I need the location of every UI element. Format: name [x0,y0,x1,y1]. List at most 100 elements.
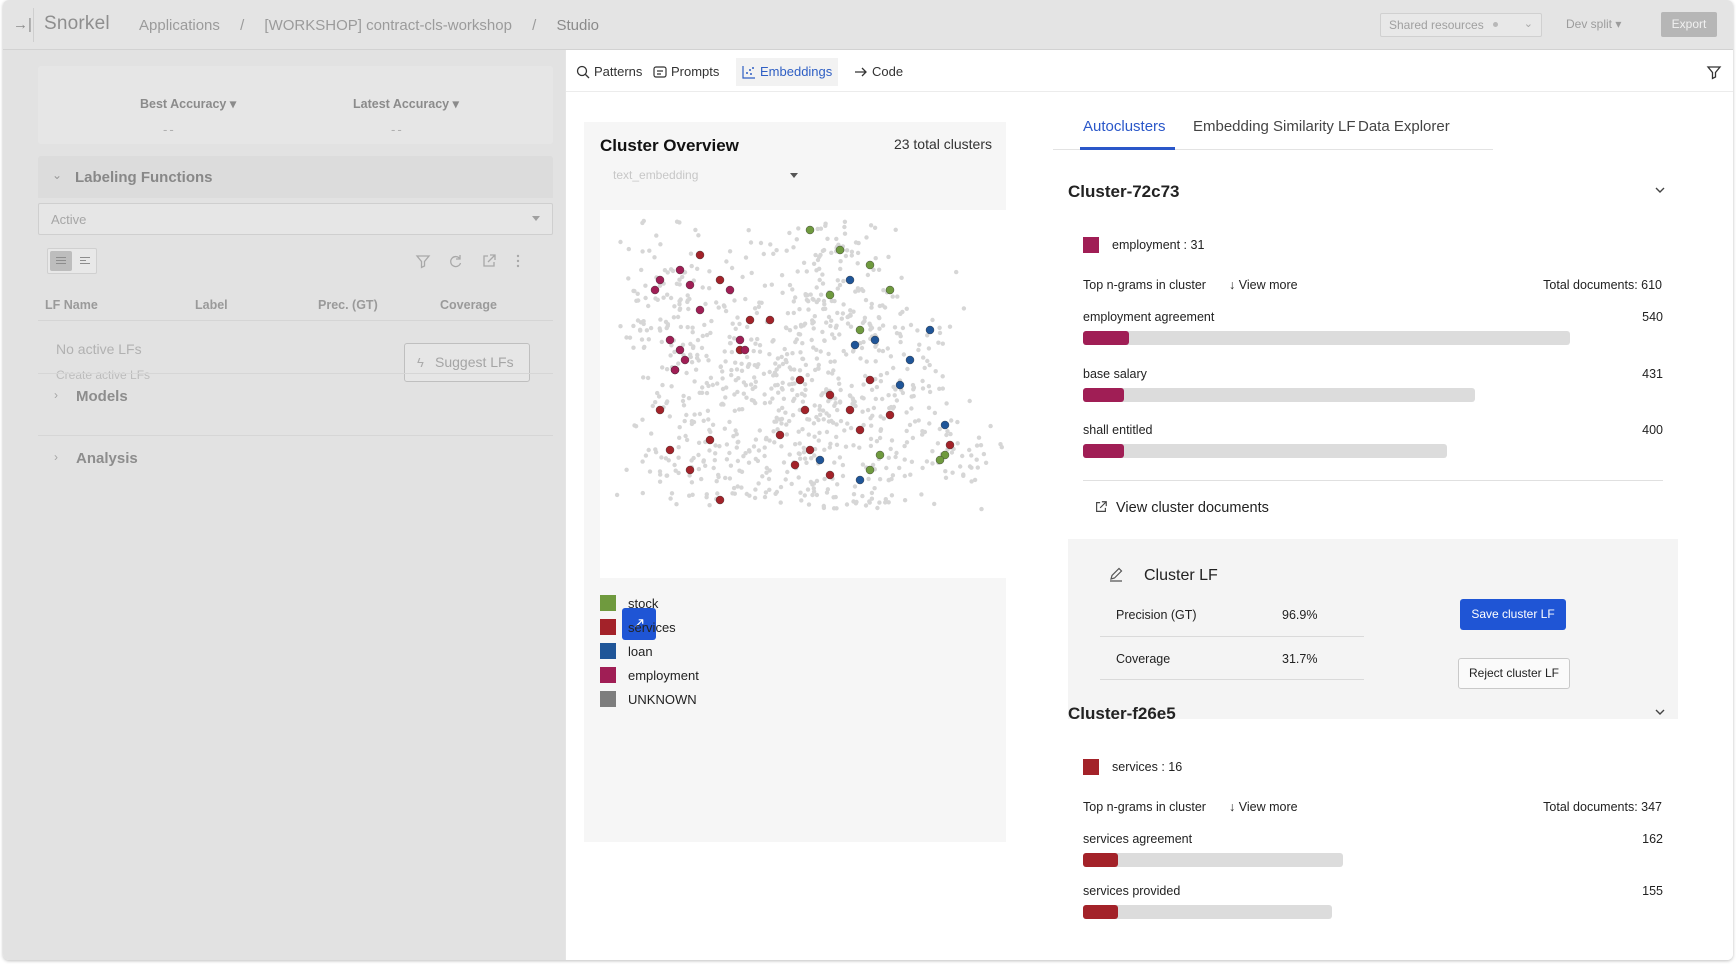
scatter-point-labeled[interactable] [665,445,675,455]
more-options-icon[interactable] [515,253,521,272]
pencil-icon[interactable] [1108,566,1124,585]
scatter-point-labeled[interactable] [865,375,875,385]
scatter-point-labeled[interactable] [825,390,835,400]
scatter-point-labeled[interactable] [855,425,865,435]
view-toggle[interactable] [47,248,97,274]
scatter-point-labeled[interactable] [795,375,805,385]
models-section-header[interactable]: › Models [38,373,553,417]
scatter-point-labeled[interactable] [655,275,665,285]
scatter-point-labeled[interactable] [855,325,865,335]
column-coverage[interactable]: Coverage [440,298,497,312]
scatter-point-labeled[interactable] [905,355,915,365]
scatter-point-labeled[interactable] [655,405,665,415]
column-label[interactable]: Label [195,298,228,312]
scatter-point-labeled[interactable] [885,285,895,295]
tab-prompts[interactable]: Prompts [647,58,725,86]
scatter-point-labeled[interactable] [825,290,835,300]
breadcrumb-workshop[interactable]: [WORKSHOP] contract-cls-workshop [264,17,512,34]
analysis-section-header[interactable]: › Analysis [38,435,553,479]
scatter-canvas[interactable] [600,210,1020,578]
scatter-point [898,311,903,316]
scatter-point-labeled[interactable] [865,465,875,475]
tab-data-explorer[interactable]: Data Explorer [1358,118,1450,135]
tab-patterns[interactable]: Patterns [570,58,648,86]
scatter-point-labeled[interactable] [745,315,755,325]
view-cluster-documents-link[interactable]: View cluster documents [1094,500,1269,516]
scatter-point-labeled[interactable] [775,430,785,440]
scatter-point-labeled[interactable] [790,460,800,470]
embedding-field-select[interactable]: text_embedding [613,168,798,182]
scatter-point-labeled[interactable] [805,445,815,455]
scatter-point-labeled[interactable] [675,265,685,275]
scatter-point-labeled[interactable] [715,495,725,505]
scatter-point-labeled[interactable] [870,335,880,345]
scatter-point-labeled[interactable] [825,470,835,480]
labeling-functions-header[interactable]: ⌄ Labeling Functions [38,156,553,198]
column-precision[interactable]: Prec. (GT) [318,298,378,312]
scatter-point-labeled[interactable] [705,435,715,445]
scatter-point-labeled[interactable] [765,315,775,325]
scatter-point-labeled[interactable] [855,475,865,485]
scatter-point-labeled[interactable] [715,275,725,285]
scatter-point-labeled[interactable] [925,325,935,335]
filter-icon[interactable] [1706,64,1722,83]
scatter-point-labeled[interactable] [685,280,695,290]
scatter-point-labeled[interactable] [800,405,810,415]
tab-embedding-similarity-lf[interactable]: Embedding Similarity LF [1193,118,1356,135]
scatter-point-labeled[interactable] [835,245,845,255]
scatter-point-labeled[interactable] [650,285,660,295]
lf-status-select[interactable]: Active [38,203,553,235]
tab-code[interactable]: Code [848,58,909,86]
scatter-point-labeled[interactable] [935,455,945,465]
best-accuracy-dropdown[interactable]: Best Accuracy ▾ [140,97,237,111]
scatter-point-labeled[interactable] [850,340,860,350]
scatter-point [899,275,904,280]
dev-split-dropdown[interactable]: Dev split ▾ [1566,17,1622,31]
tab-autoclusters[interactable]: Autoclusters [1083,118,1166,135]
scatter-point-labeled[interactable] [695,250,705,260]
view-more-link[interactable]: ↓ View more [1229,800,1298,814]
scatter-point-labeled[interactable] [805,225,815,235]
view-more-link[interactable]: ↓ View more [1229,278,1298,292]
export-button[interactable]: Export [1661,12,1717,37]
column-lf-name[interactable]: LF Name [45,298,98,312]
scatter-point-labeled[interactable] [675,345,685,355]
scatter-point-labeled[interactable] [845,405,855,415]
scatter-point-labeled[interactable] [695,305,705,315]
filter-icon[interactable] [415,253,431,272]
scatter-point-labeled[interactable] [725,285,735,295]
tab-embeddings[interactable]: Embeddings [736,58,839,86]
reject-cluster-lf-button[interactable]: Reject cluster LF [1458,658,1570,689]
latest-accuracy-dropdown[interactable]: Latest Accuracy ▾ [353,97,459,111]
scatter-point-labeled[interactable] [875,450,885,460]
scatter-point-labeled[interactable] [845,275,855,285]
scatter-point-labeled[interactable] [940,420,950,430]
scatter-point-labeled[interactable] [940,450,950,460]
compact-view-icon[interactable] [74,251,96,271]
table-view-icon[interactable] [50,251,72,271]
scatter-point [845,421,850,426]
scatter-point-labeled[interactable] [885,410,895,420]
expand-plot-button[interactable]: ↗ [622,608,656,640]
scatter-point-labeled[interactable] [945,440,955,450]
embedding-scatter-plot[interactable]: ↗ [600,210,1020,640]
suggest-lfs-button[interactable]: ϟ Suggest LFs [404,343,530,382]
scatter-point-labeled[interactable] [895,380,905,390]
scatter-point [671,315,677,320]
scatter-point-labeled[interactable] [815,455,825,465]
scatter-point-labeled[interactable] [735,335,745,345]
scatter-point-labeled[interactable] [665,335,675,345]
scatter-point-labeled[interactable] [740,345,750,355]
breadcrumb-applications[interactable]: Applications [139,17,220,34]
expand-sidebar-icon[interactable]: →| [13,16,32,33]
chevron-down-icon[interactable] [1654,706,1666,721]
save-cluster-lf-button[interactable]: Save cluster LF [1460,599,1566,630]
scatter-point-labeled[interactable] [680,355,690,365]
scatter-point-labeled[interactable] [670,365,680,375]
refresh-icon[interactable] [448,253,464,272]
chevron-down-icon[interactable] [1654,184,1666,199]
scatter-point-labeled[interactable] [865,260,875,270]
export-icon[interactable] [481,253,497,272]
shared-resources-select[interactable]: Shared resources ⌄ [1380,13,1542,37]
scatter-point-labeled[interactable] [685,465,695,475]
